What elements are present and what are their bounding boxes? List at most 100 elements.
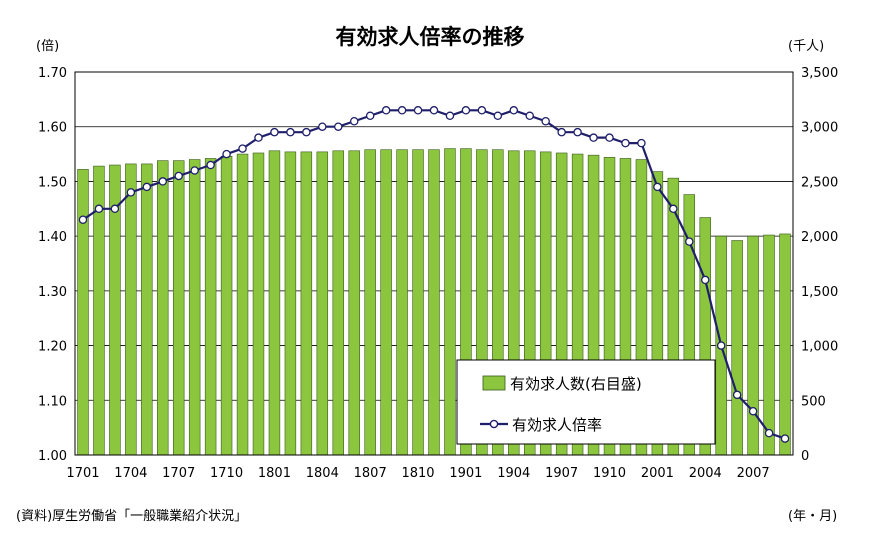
line-point (349, 116, 359, 126)
line-point (637, 138, 646, 148)
line-point (764, 428, 774, 438)
source-note: (資料)厚生労働省「一般職業紹介状況」 (16, 508, 247, 524)
line-point (477, 106, 487, 115)
bar (157, 160, 169, 456)
line-point (461, 106, 471, 115)
line-point (685, 237, 694, 246)
x-tick-label: 1804 (306, 466, 339, 481)
x-tick-label: 2004 (689, 466, 722, 481)
bar (779, 233, 791, 456)
legend-bar-label: 有効求人数(右目盛) (510, 375, 642, 393)
line-point (621, 138, 630, 148)
bar (332, 150, 344, 456)
line-point (541, 116, 550, 126)
bar (125, 163, 137, 456)
x-tick-label: 1704 (114, 466, 147, 481)
line-point (286, 127, 295, 137)
line-point (190, 166, 199, 175)
line-point (270, 127, 279, 137)
line-point (254, 133, 263, 142)
left-tick-label: 1.60 (38, 121, 67, 136)
x-axis-unit: (年・月) (788, 509, 837, 524)
right-tick-label: 3,500 (801, 66, 838, 81)
legend: 有効求人数(右目盛) 有効求人倍率 (456, 359, 716, 445)
line-point (700, 275, 710, 285)
line-point (206, 160, 215, 170)
bar (747, 235, 759, 456)
right-tick-label: 1,000 (801, 340, 838, 355)
line-point (509, 106, 519, 115)
bar-series (77, 148, 791, 456)
bar (763, 234, 775, 456)
bar (316, 151, 329, 456)
left-tick-label: 1.20 (38, 340, 67, 355)
bar (204, 158, 217, 456)
left-axis: 1.00 1.10 1.20 1.30 1.40 1.50 1.60 1.70 (38, 66, 67, 464)
line-point (573, 127, 582, 137)
line-point (493, 111, 503, 121)
x-tick-label: 1907 (545, 466, 578, 481)
x-tick-label: 1807 (354, 466, 387, 481)
bar (428, 149, 440, 456)
line-point (110, 204, 120, 214)
bar (188, 159, 201, 456)
line-point (78, 215, 88, 224)
line-point (158, 177, 168, 186)
line-point (557, 127, 566, 137)
x-tick-label: 1707 (162, 466, 195, 481)
x-tick-label: 1901 (449, 466, 482, 481)
right-axis-unit: (千人) (788, 39, 824, 54)
line-point (318, 122, 327, 131)
bar (348, 150, 360, 456)
left-axis-unit: (倍) (36, 39, 59, 54)
left-tick-label: 1.10 (38, 394, 67, 409)
left-tick-label: 1.40 (38, 230, 67, 245)
x-tick-label: 1701 (66, 466, 99, 481)
x-tick-label: 1904 (497, 466, 530, 481)
bar (380, 149, 392, 456)
bar (236, 153, 249, 456)
x-tick-label: 1801 (258, 466, 291, 481)
line-point (525, 111, 534, 121)
left-tick-label: 1.00 (38, 449, 67, 464)
legend-line-label: 有効求人倍率 (512, 416, 602, 434)
line-point (222, 149, 231, 159)
right-tick-label: 0 (801, 449, 809, 464)
x-tick-label: 2007 (737, 466, 770, 481)
bar (364, 149, 376, 456)
bar (172, 160, 185, 456)
left-tick-label: 1.50 (38, 175, 67, 190)
chart-title: 有効求人倍率の推移 (336, 25, 525, 49)
x-tick-label: 1910 (593, 466, 626, 481)
line-point (653, 182, 662, 192)
line-point (413, 106, 423, 115)
line-point (397, 106, 407, 115)
line-point (126, 188, 136, 197)
left-tick-label: 1.70 (38, 66, 67, 81)
line-series (78, 106, 790, 443)
x-tick-label: 2001 (641, 466, 674, 481)
bar (268, 150, 281, 456)
bar (252, 152, 265, 456)
left-tick-label: 1.30 (38, 285, 67, 300)
legend-line-marker (489, 419, 499, 429)
bar (731, 240, 743, 456)
line-point (429, 106, 439, 115)
bar (396, 149, 408, 456)
line-point (94, 204, 104, 214)
line-point (748, 406, 758, 416)
bar (284, 151, 297, 456)
legend-box (456, 359, 716, 445)
plot-frame (74, 71, 794, 456)
line-point (334, 122, 343, 131)
line-point (174, 171, 183, 181)
line-point (445, 111, 455, 121)
line-point (669, 204, 678, 214)
legend-bar-swatch (482, 375, 506, 391)
line-point (589, 133, 598, 142)
line-point (238, 144, 247, 153)
line-point (365, 111, 375, 121)
bar (444, 148, 456, 456)
bar (220, 155, 233, 456)
